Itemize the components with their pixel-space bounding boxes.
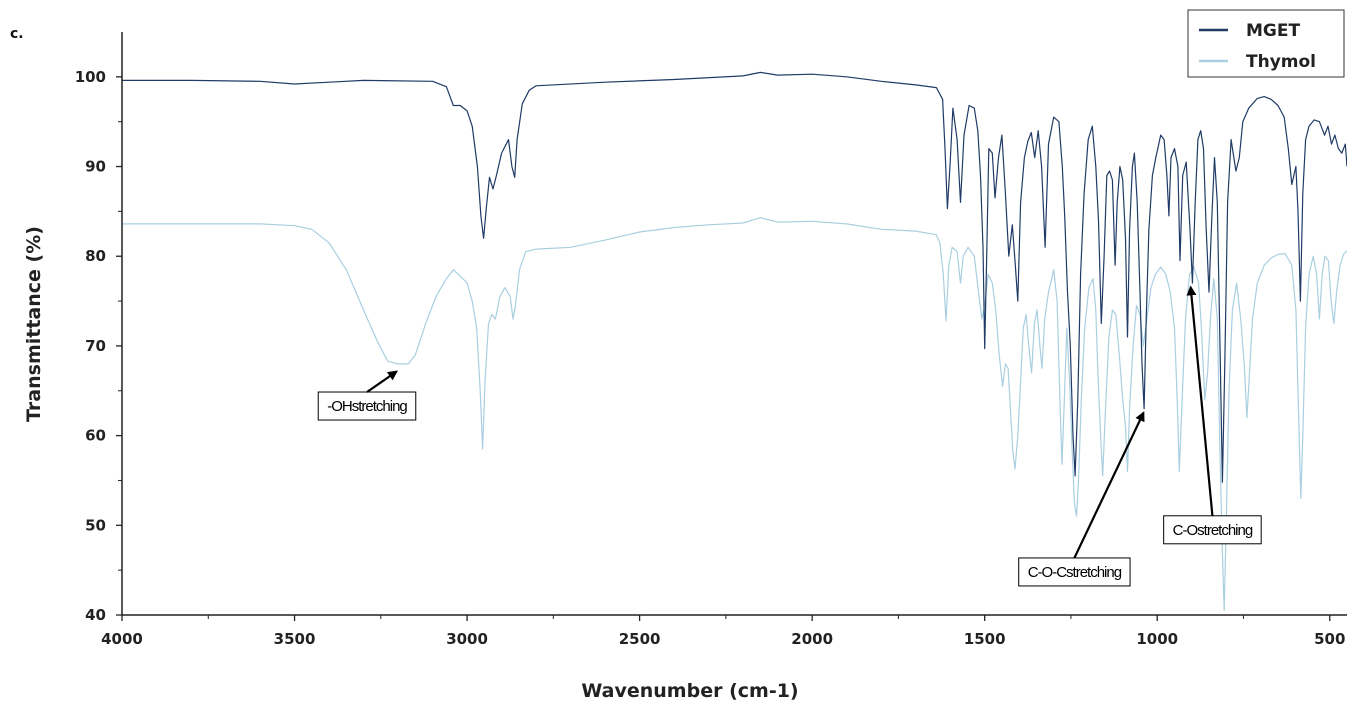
- x-tick-label: 4000: [101, 630, 143, 648]
- x-tick-label: 1500: [964, 630, 1006, 648]
- x-tick-label: 2000: [791, 630, 833, 648]
- x-tick-label: 3000: [446, 630, 488, 648]
- y-tick-label: 100: [75, 68, 106, 86]
- annotation-ohstretching: -OHstretching: [317, 370, 417, 421]
- annotation-arrow: [1186, 285, 1214, 516]
- annotation-box: [317, 391, 417, 421]
- annotation-label: -OHstretching: [327, 398, 407, 415]
- y-axis-ticks: 40 50 60 70 80 90 100: [75, 68, 122, 624]
- legend-label-mget: MGET: [1246, 21, 1300, 41]
- y-tick-label: 40: [85, 606, 106, 624]
- y-tick-label: 80: [85, 247, 106, 265]
- x-tick-label: 1000: [1136, 630, 1178, 648]
- y-tick-label: 70: [85, 337, 106, 355]
- x-axis-title: Wavenumber (cm-1): [581, 680, 798, 702]
- y-tick-label: 60: [85, 427, 106, 445]
- annotation-label: C-O-Cstretching: [1028, 564, 1122, 581]
- annotation-arrow: [366, 370, 398, 393]
- series-line-mget: [122, 71, 1347, 483]
- y-tick-label: 50: [85, 516, 106, 534]
- legend: MGET Thymol: [1187, 9, 1345, 78]
- x-axis-ticks: 4000 3500 3000 2500 2000 1500 1000 500: [101, 615, 1345, 648]
- annotation-label: C-Ostretching: [1173, 522, 1253, 539]
- annotation-layer: -OHstretching C-O-Cstretching C-Ostretchin…: [317, 285, 1262, 587]
- x-tick-label: 2500: [619, 630, 661, 648]
- y-axis-title: Transmittance (%): [23, 226, 45, 422]
- series-layer: [122, 71, 1347, 612]
- annotation-c-ostretching: C-Ostretching: [1163, 285, 1262, 545]
- legend-box: [1187, 9, 1345, 78]
- annotation-arrow: [1073, 411, 1145, 559]
- x-tick-label: 3500: [274, 630, 316, 648]
- annotation-box: [1018, 557, 1131, 587]
- x-tick-label: 500: [1314, 630, 1345, 648]
- legend-label-thymol: Thymol: [1246, 52, 1316, 72]
- annotation-c-o-cstretching: C-O-Cstretching: [1018, 411, 1145, 587]
- panel-label: c.: [10, 26, 24, 42]
- series-line-thymol: [122, 217, 1347, 612]
- y-tick-label: 90: [85, 158, 106, 176]
